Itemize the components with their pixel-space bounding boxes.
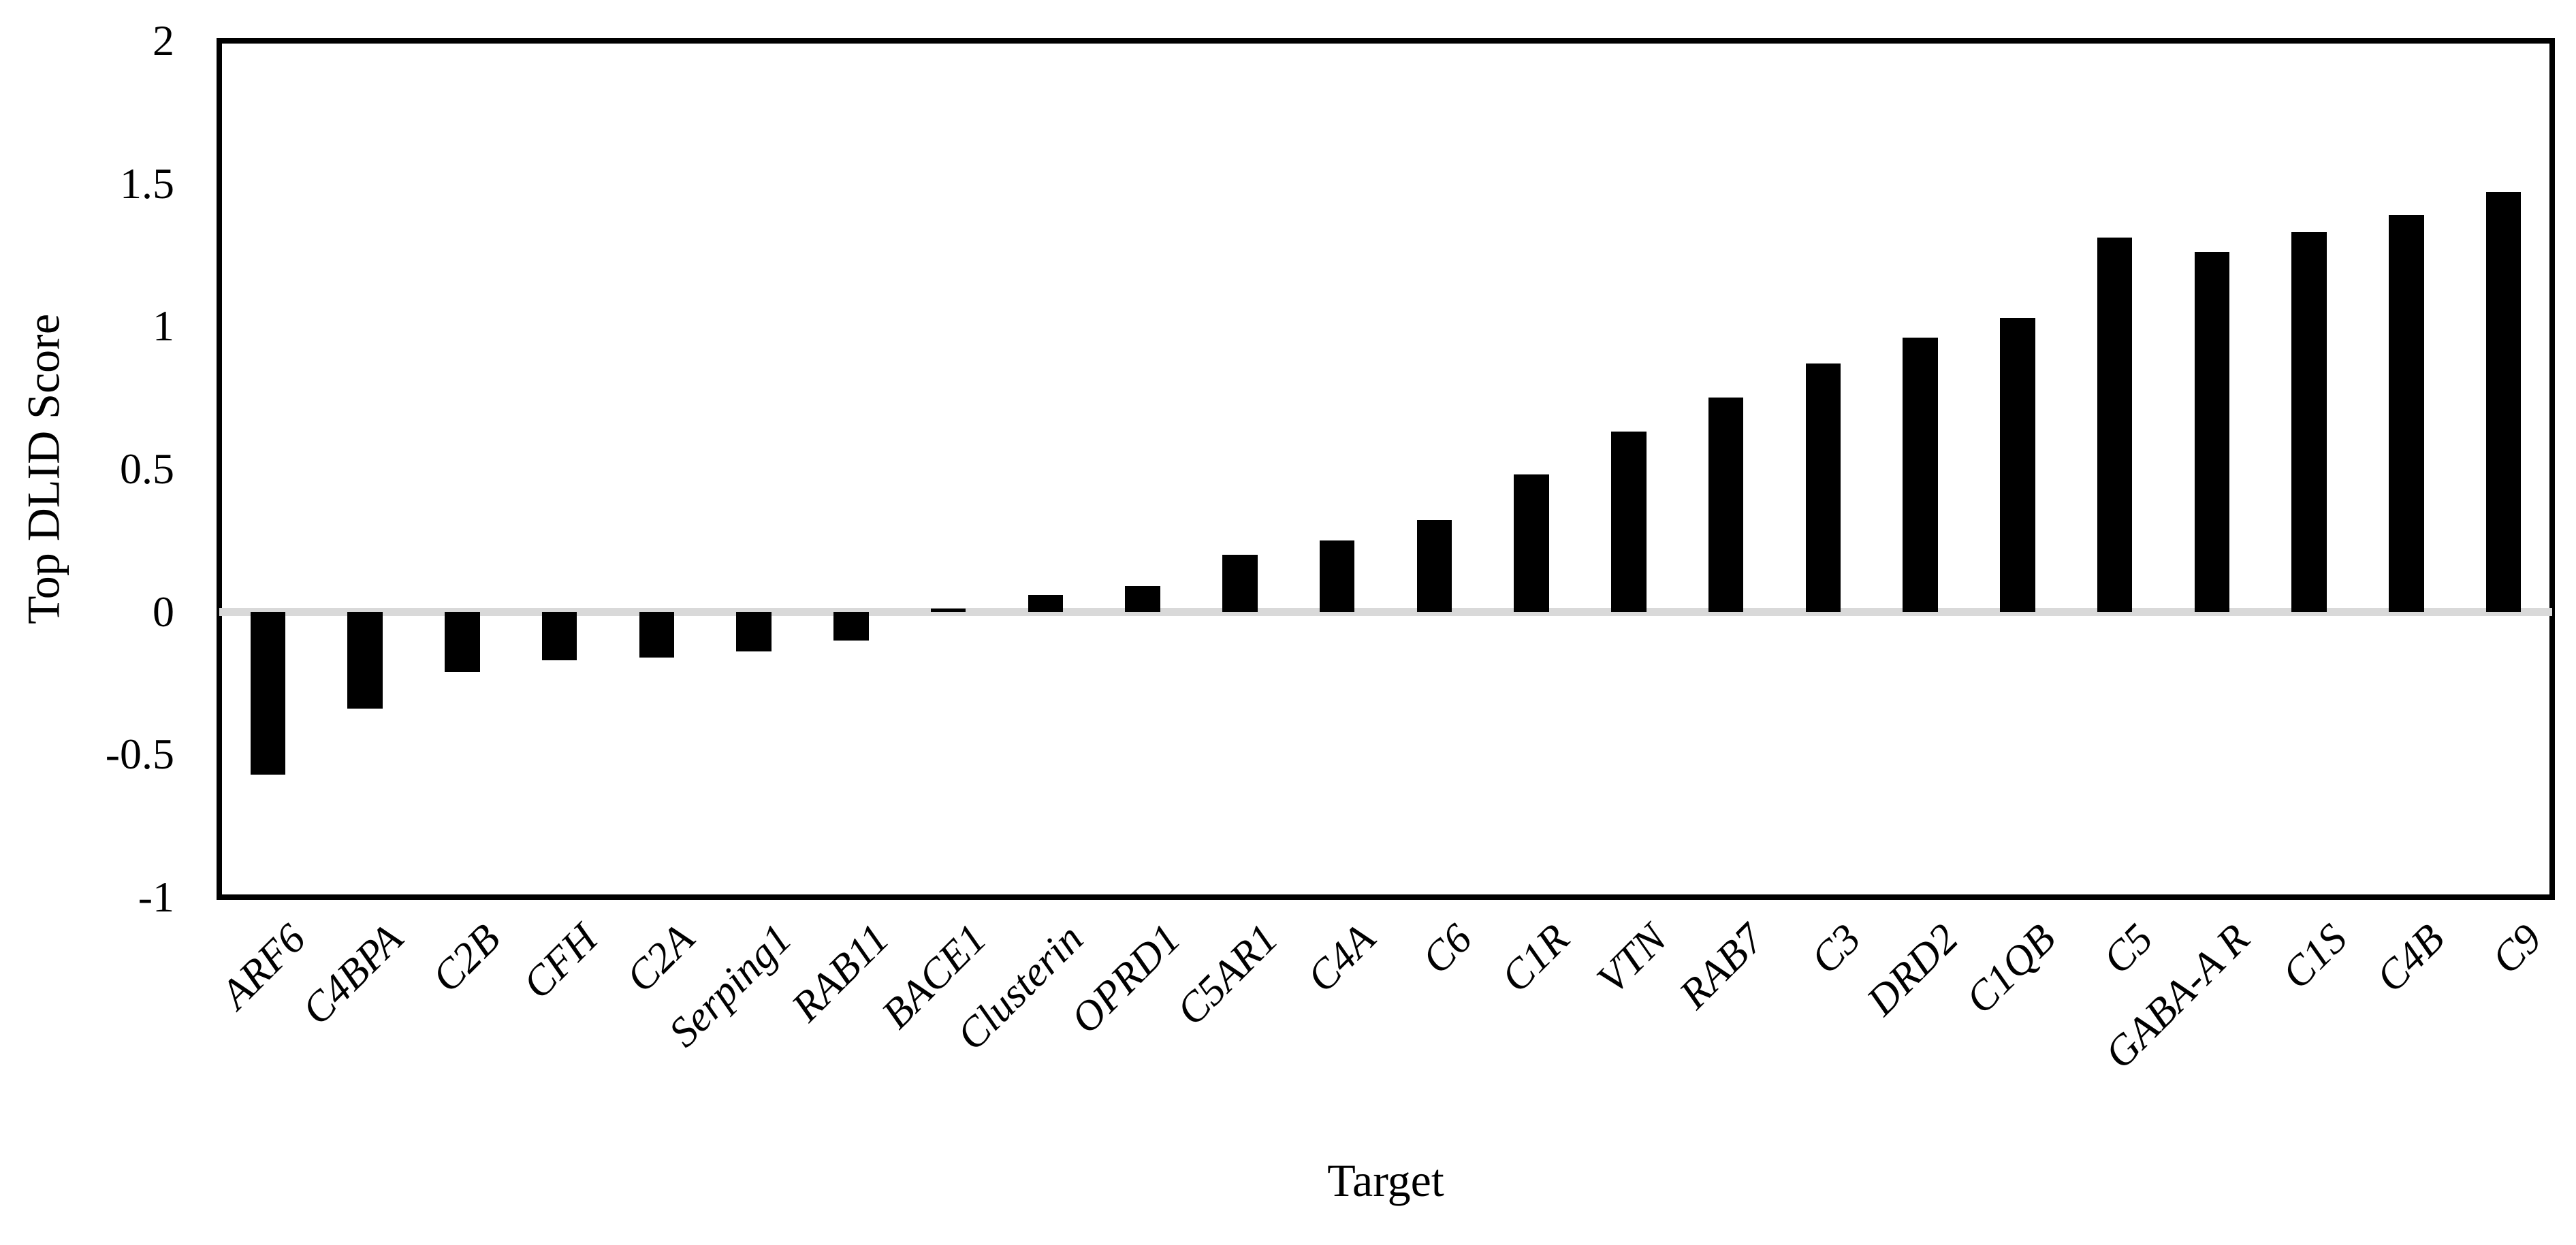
bar-c2b — [445, 611, 480, 672]
bar-clusterin — [1028, 594, 1064, 612]
bar-rab11 — [833, 611, 869, 641]
bar-c1r — [1514, 474, 1549, 612]
plot-area-frame — [217, 38, 2555, 900]
bar-serping1 — [736, 611, 772, 652]
bar-gaba-a-r — [2194, 252, 2230, 612]
x-axis-title: Target — [1327, 1154, 1444, 1206]
bar-oprd1 — [1125, 585, 1160, 612]
bar-c9 — [2485, 192, 2522, 612]
bar-arf6 — [250, 611, 286, 775]
bar-rab7 — [1708, 398, 1744, 612]
bar-c1s — [2291, 231, 2327, 612]
bar-c5 — [2097, 238, 2133, 612]
bar-c5ar1 — [1222, 554, 1258, 612]
y-tick-label--1: -1 — [138, 873, 174, 921]
bar-vtn — [1611, 432, 1647, 612]
bar-c2a — [639, 611, 675, 658]
bar-c4b — [2389, 214, 2424, 612]
bar-c6 — [1416, 520, 1452, 612]
y-tick-label-0.5: 0.5 — [120, 444, 174, 493]
zero-gridline — [219, 607, 2552, 616]
y-axis-title: Top DLID Score — [17, 313, 69, 625]
bar-bace1 — [930, 609, 966, 612]
bar-c3 — [1805, 363, 1841, 612]
y-tick-label-1.5: 1.5 — [120, 159, 174, 208]
bar-cfh — [541, 611, 577, 660]
y-tick-label--0.5: -0.5 — [105, 730, 174, 779]
y-tick-label-1: 1 — [153, 302, 174, 351]
y-tick-label-0: 0 — [153, 587, 174, 636]
bar-c1qb — [2000, 317, 2035, 612]
bar-drd2 — [1903, 338, 1938, 612]
y-tick-label-2: 2 — [153, 16, 174, 65]
bar-c4a — [1319, 540, 1355, 612]
bar-c4bpa — [347, 611, 383, 709]
